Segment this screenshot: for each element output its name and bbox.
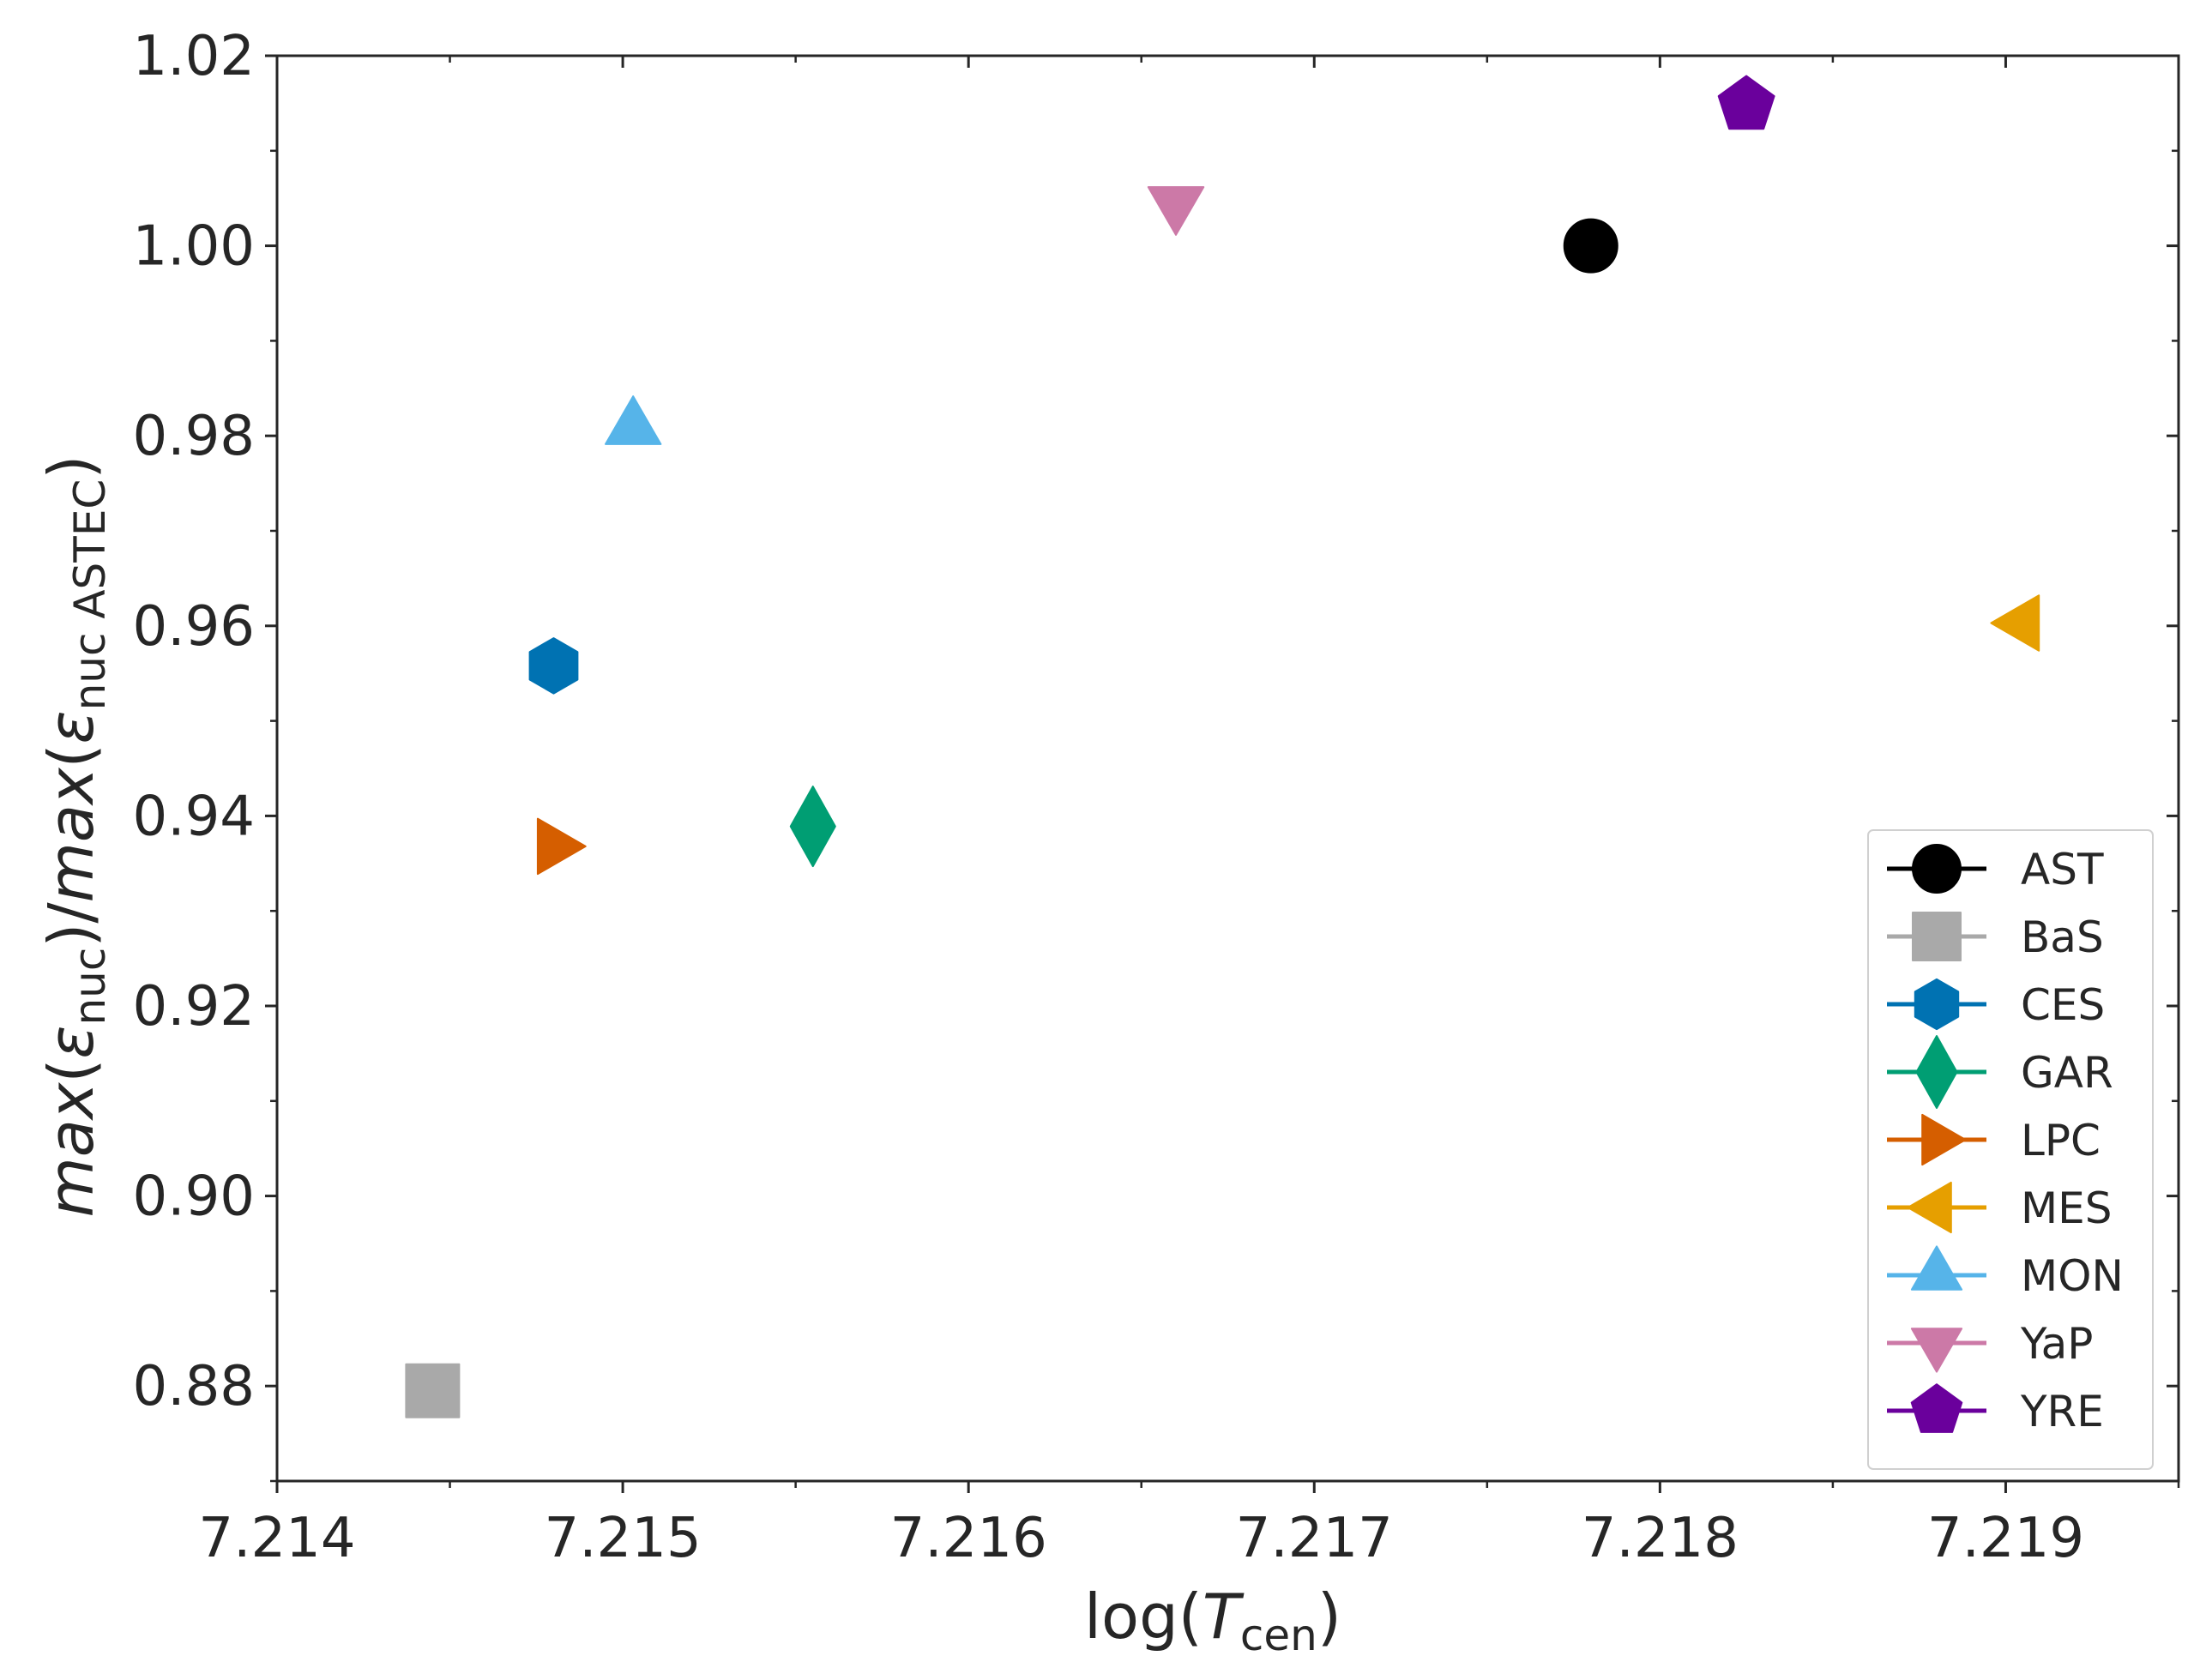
data-point-mon (605, 395, 662, 445)
data-point-ast (1563, 218, 1618, 274)
axis-labels: log(Tcen) max(εnuc)/max(εnuc ASTEC) (35, 455, 1341, 1660)
legend-marker-lpc (1921, 1113, 1967, 1166)
legend-label-bas: BaS (2021, 912, 2104, 962)
legend-marker-mon (1910, 1245, 1963, 1291)
plot-area (275, 54, 2180, 1483)
y-tick-label: 0.90 (133, 1165, 256, 1229)
legend: AST BaS CES GAR LPC MES MON YaP YRE (1867, 829, 2154, 1470)
legend-label-ces: CES (2021, 980, 2105, 1030)
x-tick-label: 7.216 (890, 1507, 1047, 1570)
legend-frame (1867, 829, 2154, 1470)
y-tick-label: 1.00 (133, 215, 256, 279)
data-point-bas (405, 1363, 461, 1418)
data-point-yap (1147, 186, 1205, 236)
legend-marker-yap (1910, 1328, 1963, 1373)
data-point-ces (528, 637, 579, 695)
y-tick-label: 0.92 (133, 975, 256, 1039)
legend-label-yap: YaP (2020, 1319, 2093, 1369)
x-tick-label: 7.214 (198, 1507, 355, 1570)
plot-frame (275, 54, 2180, 1483)
data-points (405, 75, 2040, 1418)
legend-marker-mes (1907, 1181, 1952, 1234)
y-tick-label: 0.88 (133, 1355, 256, 1418)
x-tick-label: 7.218 (1582, 1507, 1739, 1570)
y-tick-label: 0.94 (133, 785, 256, 848)
x-tick-label: 7.219 (1927, 1507, 2084, 1570)
x-axis-label: log(Tcen) (1084, 1581, 1341, 1660)
y-axis-label: max(εnuc)/max(εnuc ASTEC) (35, 455, 115, 1218)
legend-marker-gar (1915, 1035, 1958, 1109)
legend-label-gar: GAR (2021, 1048, 2113, 1098)
data-point-lpc (536, 817, 587, 876)
y-tick-label: 0.96 (133, 595, 256, 659)
legend-marker-yre (1910, 1383, 1963, 1433)
x-tick-label: 7.215 (544, 1507, 701, 1570)
data-point-mes (1990, 594, 2040, 652)
legend-label-lpc: LPC (2021, 1116, 2101, 1165)
y-tick-label: 1.02 (133, 25, 256, 88)
legend-marker-bas (1912, 912, 1962, 961)
legend-label-mon: MON (2021, 1251, 2124, 1301)
legend-label-mes: MES (2021, 1183, 2112, 1233)
data-point-gar (789, 786, 836, 868)
y-tick-label: 0.98 (133, 405, 256, 468)
legend-marker-ast (1912, 844, 1962, 894)
axis-ticks: 7.214 7.215 7.216 7.217 7.218 7.219 0.88 0.90 0.… (133, 25, 2180, 1570)
legend-label-yre: YRE (2020, 1387, 2104, 1436)
legend-marker-ces (1914, 978, 1960, 1031)
data-point-yre (1717, 75, 1775, 130)
x-tick-label: 7.217 (1236, 1507, 1393, 1570)
legend-label-ast: AST (2021, 845, 2104, 894)
